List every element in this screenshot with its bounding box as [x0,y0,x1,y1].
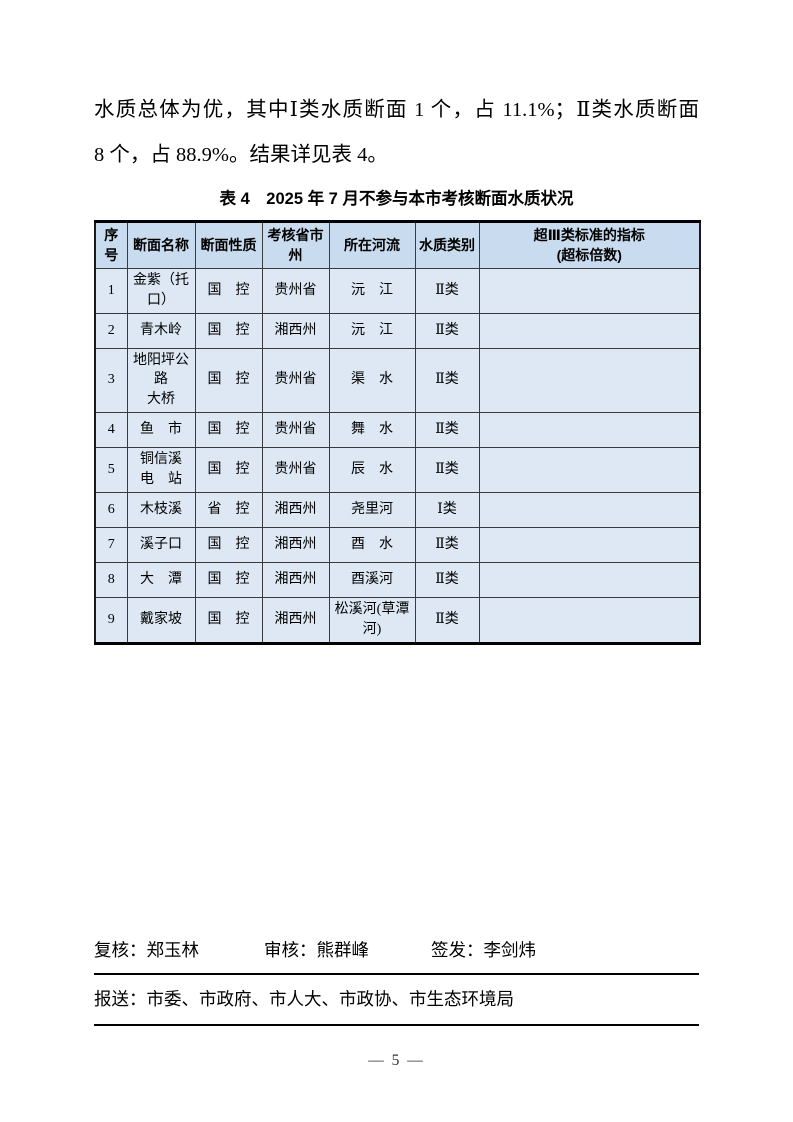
cell-exceeding [478,347,701,414]
body-paragraph: 水质总体为优，其中Ⅰ类水质断面 1 个，占 11.1%；Ⅱ类水质断面 8 个，占… [94,88,699,178]
cell-exceeding [478,527,701,564]
cell-section-type: 省 控 [194,492,263,529]
header-assessed-province: 考核省市州 [261,221,330,269]
cell-exceeding [478,562,701,599]
cell-river: 舞 水 [328,412,416,449]
cell-section-name: 戴家坡 [126,597,196,644]
table-row: 3 地阳坪公路 大桥 国 控 贵州省 渠 水 Ⅱ类 [94,347,701,414]
cell-section-type: 国 控 [194,527,263,564]
cell-section-type: 国 控 [194,597,263,644]
header-serial-number: 序号 [94,221,128,269]
distribution-row: 报送：市委、市政府、市人大、市政协、市生态环境局 [94,975,699,1026]
cell-section-name: 金紫（托 口） [126,267,196,314]
cell-section-name: 青木岭 [126,312,196,349]
cell-section-type: 国 控 [194,412,263,449]
cell-serial: 8 [94,562,128,599]
cell-section-name: 铜信溪 电 站 [126,447,196,494]
cell-water-class: Ⅱ类 [414,527,480,564]
cell-section-type: 国 控 [194,562,263,599]
cell-exceeding [478,597,701,644]
header-water-class: 水质类别 [414,221,480,269]
cell-province: 湘西州 [261,597,330,644]
cell-section-type: 国 控 [194,267,263,314]
reviewer-name: 复核：郑玉林 [94,940,199,960]
table-row: 5 铜信溪 电 站 国 控 贵州省 辰 水 Ⅱ类 [94,447,701,494]
paragraph-line-1: 水质总体为优，其中Ⅰ类水质断面 1 个，占 11.1%；Ⅱ类水质断面 [94,99,699,121]
cell-province: 贵州省 [261,447,330,494]
cell-exceeding [478,312,701,349]
cell-water-class: Ⅱ类 [414,447,480,494]
cell-river: 尧里河 [328,492,416,529]
cell-serial: 7 [94,527,128,564]
cell-section-name: 地阳坪公路 大桥 [126,347,196,414]
cell-province: 贵州省 [261,267,330,314]
table-row: 8 大 潭 国 控 湘西州 酉溪河 Ⅱ类 [94,562,701,599]
cell-province: 湘西州 [261,492,330,529]
cell-exceeding [478,447,701,494]
table-row: 9 戴家坡 国 控 湘西州 松溪河(草潭河) Ⅱ类 [94,597,701,644]
cell-water-class: Ⅱ类 [414,347,480,414]
header-river: 所在河流 [328,221,416,269]
cell-serial: 2 [94,312,128,349]
table-row: 4 鱼 市 国 控 贵州省 舞 水 Ⅱ类 [94,412,701,449]
cell-river: 酉 水 [328,527,416,564]
cell-serial: 3 [94,347,128,414]
table-header-row: 序号 断面名称 断面性质 考核省市州 所在河流 水质类别 超Ⅲ类标准的指标 (超… [94,221,701,269]
cell-water-class: Ⅰ类 [414,492,480,529]
auditor-name: 审核：熊群峰 [264,940,369,960]
header-section-type: 断面性质 [194,221,263,269]
table-row: 7 溪子口 国 控 湘西州 酉 水 Ⅱ类 [94,527,701,564]
cell-serial: 6 [94,492,128,529]
document-footer: 复核：郑玉林 审核：熊群峰 签发：李剑炜 报送：市委、市政府、市人大、市政协、市… [94,930,699,1070]
cell-province: 湘西州 [261,562,330,599]
cell-section-type: 国 控 [194,447,263,494]
cell-serial: 9 [94,597,128,644]
table-title: 表 4 2025 年 7 月不参与本市考核断面水质状况 [219,190,574,208]
cell-section-name: 木枝溪 [126,492,196,529]
table-row: 2 青木岭 国 控 湘西州 沅 江 Ⅱ类 [94,312,701,349]
paragraph-line-2: 8 个，占 88.9%。结果详见表 4。 [94,144,388,166]
cell-water-class: Ⅱ类 [414,312,480,349]
cell-province: 贵州省 [261,347,330,414]
cell-section-name: 鱼 市 [126,412,196,449]
cell-exceeding [478,412,701,449]
cell-water-class: Ⅱ类 [414,267,480,314]
cell-section-type: 国 控 [194,312,263,349]
water-quality-table: 序号 断面名称 断面性质 考核省市州 所在河流 水质类别 超Ⅲ类标准的指标 (超… [94,220,701,645]
cell-section-name: 溪子口 [126,527,196,564]
cell-province: 贵州省 [261,412,330,449]
cell-river: 松溪河(草潭河) [328,597,416,644]
signature-row: 复核：郑玉林 审核：熊群峰 签发：李剑炜 [94,930,699,975]
cell-river: 沅 江 [328,312,416,349]
table-row: 6 木枝溪 省 控 湘西州 尧里河 Ⅰ类 [94,492,701,529]
cell-river: 酉溪河 [328,562,416,599]
cell-province: 湘西州 [261,312,330,349]
cell-exceeding [478,492,701,529]
cell-river: 辰 水 [328,447,416,494]
header-exceeding-indicators: 超Ⅲ类标准的指标 (超标倍数) [478,221,701,269]
cell-serial: 1 [94,267,128,314]
table-row: 1 金紫（托 口） 国 控 贵州省 沅 江 Ⅱ类 [94,267,701,314]
cell-river: 沅 江 [328,267,416,314]
cell-water-class: Ⅱ类 [414,597,480,644]
cell-serial: 5 [94,447,128,494]
cell-province: 湘西州 [261,527,330,564]
header-section-name: 断面名称 [126,221,196,269]
cell-water-class: Ⅱ类 [414,562,480,599]
issuer-name: 签发：李剑炜 [431,940,536,960]
cell-exceeding [478,267,701,314]
cell-serial: 4 [94,412,128,449]
cell-river: 渠 水 [328,347,416,414]
cell-section-type: 国 控 [194,347,263,414]
page-number: — 5 — [368,1052,425,1069]
cell-section-name: 大 潭 [126,562,196,599]
cell-water-class: Ⅱ类 [414,412,480,449]
